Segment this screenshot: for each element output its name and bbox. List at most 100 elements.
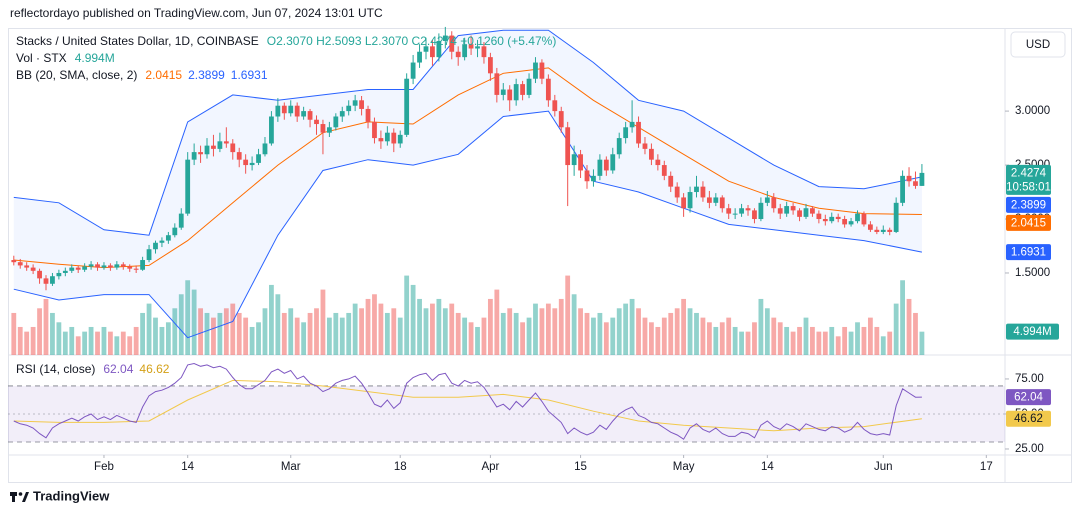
candle-body — [797, 210, 802, 217]
rsi-tag-label: 46.62 — [1014, 413, 1043, 425]
volume-bar — [320, 289, 326, 355]
candle-body — [178, 213, 184, 228]
candle-body — [578, 154, 583, 171]
volume-bar — [578, 308, 583, 355]
candle-body — [861, 213, 867, 225]
volume-bar — [867, 317, 873, 355]
candle-body — [623, 127, 629, 139]
candle-body — [674, 186, 680, 198]
candle-body — [558, 111, 564, 128]
candle-body — [784, 206, 790, 214]
volume-bar — [829, 326, 835, 355]
volume-bar — [101, 326, 107, 355]
volume-bar — [249, 326, 255, 355]
candle-body — [108, 265, 113, 268]
candle-body — [294, 105, 300, 117]
candle-body — [365, 108, 371, 122]
volume-bar — [893, 303, 899, 355]
candle-body — [887, 229, 893, 232]
x-tick-label: 14 — [761, 461, 774, 473]
volume-bar — [178, 294, 184, 355]
volume-bar — [848, 331, 854, 355]
volume-bar — [37, 308, 42, 355]
currency-label[interactable]: USD — [1026, 39, 1050, 51]
volume-bar — [558, 298, 564, 355]
volume-bar — [655, 326, 661, 355]
volume-bar — [120, 331, 126, 355]
volume-bar — [391, 308, 397, 355]
candle-body — [211, 145, 216, 149]
volume-bar — [108, 331, 113, 355]
volume-bar — [211, 317, 216, 355]
volume-bar — [481, 317, 487, 355]
candle-body — [455, 51, 461, 58]
volume-bar — [681, 298, 687, 355]
volume-bar — [591, 317, 596, 355]
candle-body — [835, 216, 841, 220]
volume-bar — [719, 322, 725, 355]
volume-bar — [494, 289, 500, 355]
candle-body — [533, 62, 538, 79]
volume-bar — [217, 312, 223, 355]
volume-bar — [913, 312, 918, 355]
candle-body — [649, 148, 654, 160]
volume-bar — [906, 298, 912, 355]
candle-body — [307, 111, 313, 120]
candle-body — [346, 105, 352, 112]
candle-body — [397, 134, 403, 144]
volume-bar — [153, 317, 158, 355]
volume-bar — [842, 326, 848, 355]
legend-text: 1.6931 — [231, 68, 268, 82]
volume-bar — [861, 326, 867, 355]
volume-bar — [127, 336, 133, 355]
candle-body — [288, 105, 294, 114]
volume-bar — [30, 326, 36, 355]
candle-body — [539, 62, 545, 79]
candle-body — [475, 46, 480, 49]
volume-bar — [777, 322, 783, 355]
candle-body — [69, 267, 75, 271]
legend-text: Stacks / United States Dollar, 1D, COINB… — [16, 34, 259, 48]
candle-body — [900, 175, 905, 203]
candle-body — [339, 111, 345, 117]
candle-body — [462, 44, 468, 58]
price-tag-label: 1.6931 — [1011, 247, 1046, 259]
volume-bar — [372, 294, 377, 355]
candle-body — [661, 165, 667, 176]
candle-body — [217, 141, 223, 149]
candle-body — [726, 208, 732, 214]
candle-body — [513, 84, 519, 101]
currency-button[interactable] — [1010, 31, 1066, 58]
volume-bar — [172, 308, 178, 355]
volume-bar — [436, 298, 442, 355]
volume-bar — [159, 326, 165, 355]
volume-bar — [404, 275, 410, 355]
candle-body — [848, 221, 854, 225]
volume-bar — [114, 336, 120, 355]
candle-body — [687, 192, 693, 209]
candle-body — [159, 240, 165, 243]
volume-bar — [204, 312, 210, 355]
x-tick-label: 18 — [394, 461, 407, 473]
price-tag — [1006, 164, 1051, 195]
volume-bar — [365, 298, 371, 355]
volume-tag — [1006, 323, 1059, 340]
volume-bar — [475, 326, 480, 355]
volume-bar — [430, 303, 435, 355]
volume-bar — [539, 308, 545, 355]
candle-body — [17, 262, 23, 266]
candle-body — [810, 208, 815, 214]
candle-body — [526, 78, 532, 95]
volume-bar — [835, 336, 841, 355]
volume-bar — [668, 312, 674, 355]
candle-body — [140, 260, 146, 270]
volume-bar — [584, 312, 590, 355]
volume-bar — [359, 308, 364, 355]
brand-name: TradingView — [33, 488, 110, 503]
candle-body — [114, 264, 120, 268]
volume-bar — [11, 312, 17, 355]
volume-bar — [146, 303, 152, 355]
volume-bar — [56, 322, 62, 355]
volume-bar — [294, 317, 300, 355]
price-tag-label: 2.4274 — [1011, 167, 1047, 179]
